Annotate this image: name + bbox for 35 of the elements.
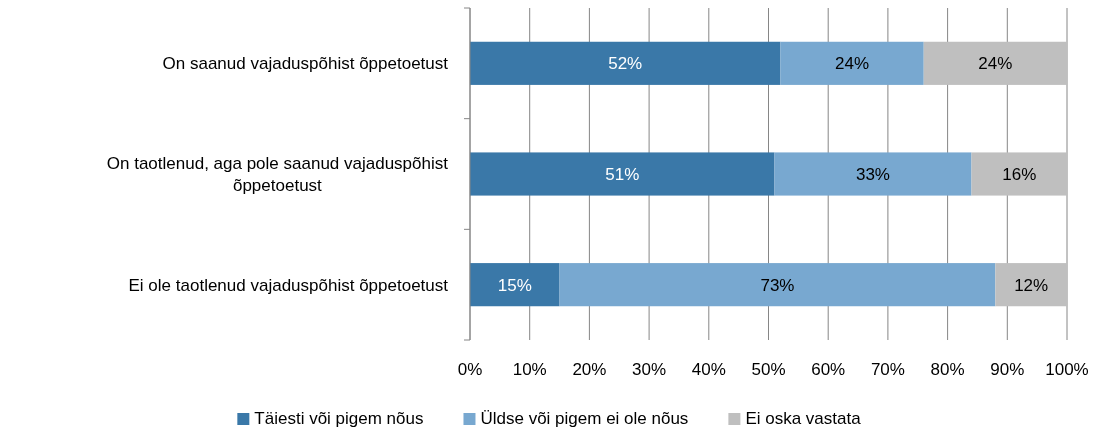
x-tick-label: 90% — [990, 360, 1025, 379]
x-tick-label: 10% — [512, 360, 547, 379]
y-tick-label: On taotlenud, aga pole saanud vajaduspõhist õppetoetust — [106, 154, 449, 195]
x-tick-label: 40% — [691, 360, 726, 379]
legend-label: Täiesti või pigem nõus — [254, 409, 424, 428]
y-tick-label: Ei ole taotlenud vajaduspõhist õppetoetust — [128, 275, 449, 295]
x-tick-label: 20% — [572, 360, 607, 379]
bar — [774, 152, 972, 196]
bar — [923, 41, 1067, 85]
data-label: 16% — [1002, 165, 1037, 184]
legend-label: Ei oska vastata — [745, 409, 862, 428]
x-tick-label: 0% — [457, 360, 483, 379]
data-label: 24% — [978, 54, 1013, 74]
bar — [470, 263, 560, 307]
data-label: 51% — [605, 165, 640, 184]
data-label: 52% — [608, 54, 643, 74]
data-label: 33% — [855, 165, 890, 184]
y-tick-label: On saanud vajaduspõhist õppetoetust — [162, 54, 449, 74]
bar — [470, 152, 775, 196]
legend-label: Üldse või pigem ei ole nõus — [480, 409, 689, 428]
x-tick-label: 100% — [1045, 360, 1089, 379]
bar — [470, 41, 781, 85]
x-tick-label: 70% — [870, 360, 905, 379]
bar — [995, 263, 1067, 307]
data-label: 24% — [835, 54, 870, 74]
x-tick-label: 30% — [632, 360, 667, 379]
bar — [971, 152, 1067, 196]
data-label: 12% — [1014, 275, 1049, 295]
x-tick-label: 60% — [811, 360, 846, 379]
x-tick-label: 80% — [930, 360, 965, 379]
x-tick-label: 50% — [751, 360, 786, 379]
bar — [559, 263, 996, 307]
bar — [780, 41, 924, 85]
data-label: 15% — [497, 275, 532, 295]
data-label: 73% — [760, 275, 795, 295]
